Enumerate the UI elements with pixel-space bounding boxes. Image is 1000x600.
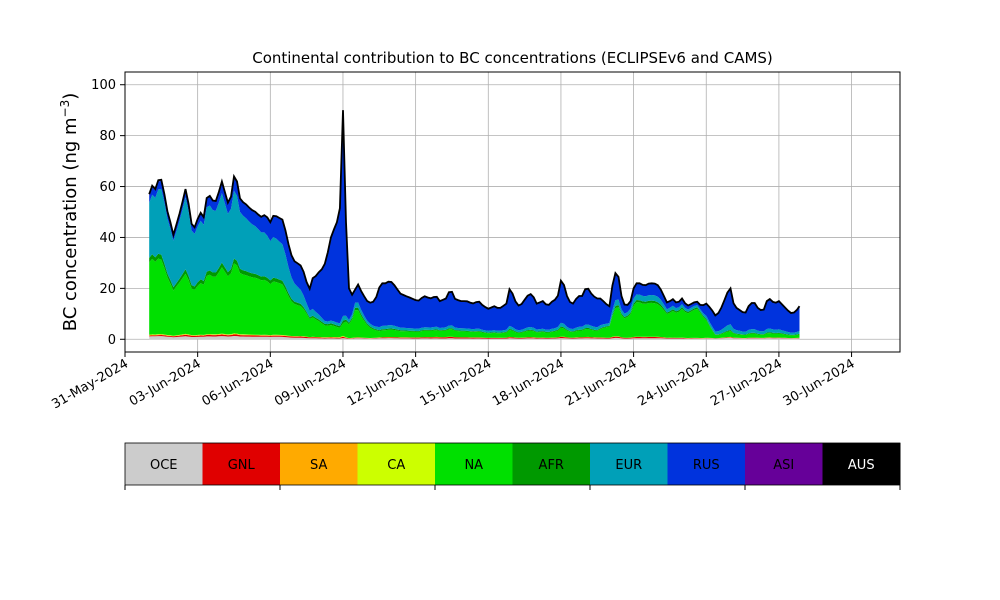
- area-gnl: [149, 334, 800, 339]
- colorbar-label-eur: EUR: [615, 458, 642, 473]
- area-oce: [149, 336, 800, 340]
- y-axis-label-main: BC concentration (ng m: [60, 117, 81, 331]
- colorbar-label-na: NA: [464, 458, 483, 473]
- colorbar-label-ca: CA: [387, 458, 405, 473]
- colorbar-legend: OCE GNL SA CA NA AFR EUR RUS ASI AUS: [124, 442, 901, 490]
- total-concentration-line: [148, 110, 801, 317]
- y-tick-label-80: 80: [99, 129, 116, 144]
- colorbar-label-aus: AUS: [848, 458, 875, 473]
- colorbar-swatch-eur: [590, 443, 668, 485]
- colorbar-swatch-aus: [822, 443, 901, 485]
- chart-title: Continental contribution to BC concentra…: [252, 49, 773, 67]
- colorbar-swatch-ca: [357, 443, 436, 485]
- y-tick-label-0: 0: [108, 333, 116, 348]
- colorbar-swatch-gnl: [202, 443, 281, 485]
- y-axis-label-superscript: −3: [58, 100, 72, 118]
- y-tick-label-40: 40: [99, 231, 116, 246]
- y-tick-label-100: 100: [91, 78, 116, 93]
- colorbar-swatch-sa: [280, 443, 358, 485]
- colorbar-label-sa: SA: [310, 458, 327, 473]
- stacked-areas: [149, 110, 800, 340]
- colorbar-swatch-asi: [745, 443, 823, 485]
- colorbar-frame: [124, 442, 901, 486]
- y-axis-ticks: 0 20 40 60 80 100: [91, 78, 125, 348]
- colorbar-swatch-rus: [667, 443, 746, 485]
- plot-frame: [124, 71, 901, 353]
- y-tick-label-20: 20: [99, 282, 116, 297]
- colorbar-label-oce: OCE: [150, 458, 178, 473]
- y-tick-label-60: 60: [99, 180, 116, 195]
- colorbar-label-asi: ASI: [773, 458, 794, 473]
- area-eur: [149, 188, 800, 335]
- area-rus: [149, 111, 800, 333]
- area-ca: [149, 333, 800, 339]
- colorbar-label-rus: RUS: [693, 458, 720, 473]
- y-axis-label-close: ): [60, 93, 81, 100]
- colorbar-label-gnl: GNL: [228, 458, 256, 473]
- colorbar-swatch-oce: [125, 443, 203, 485]
- area-sa: [149, 333, 800, 339]
- area-na: [149, 258, 800, 339]
- colorbar-label-afr: AFR: [539, 458, 564, 473]
- colorbar-swatch-afr: [512, 443, 591, 485]
- colorbar-swatch-na: [435, 443, 513, 485]
- y-axis-label: BC concentration (ng m−3): [58, 93, 81, 332]
